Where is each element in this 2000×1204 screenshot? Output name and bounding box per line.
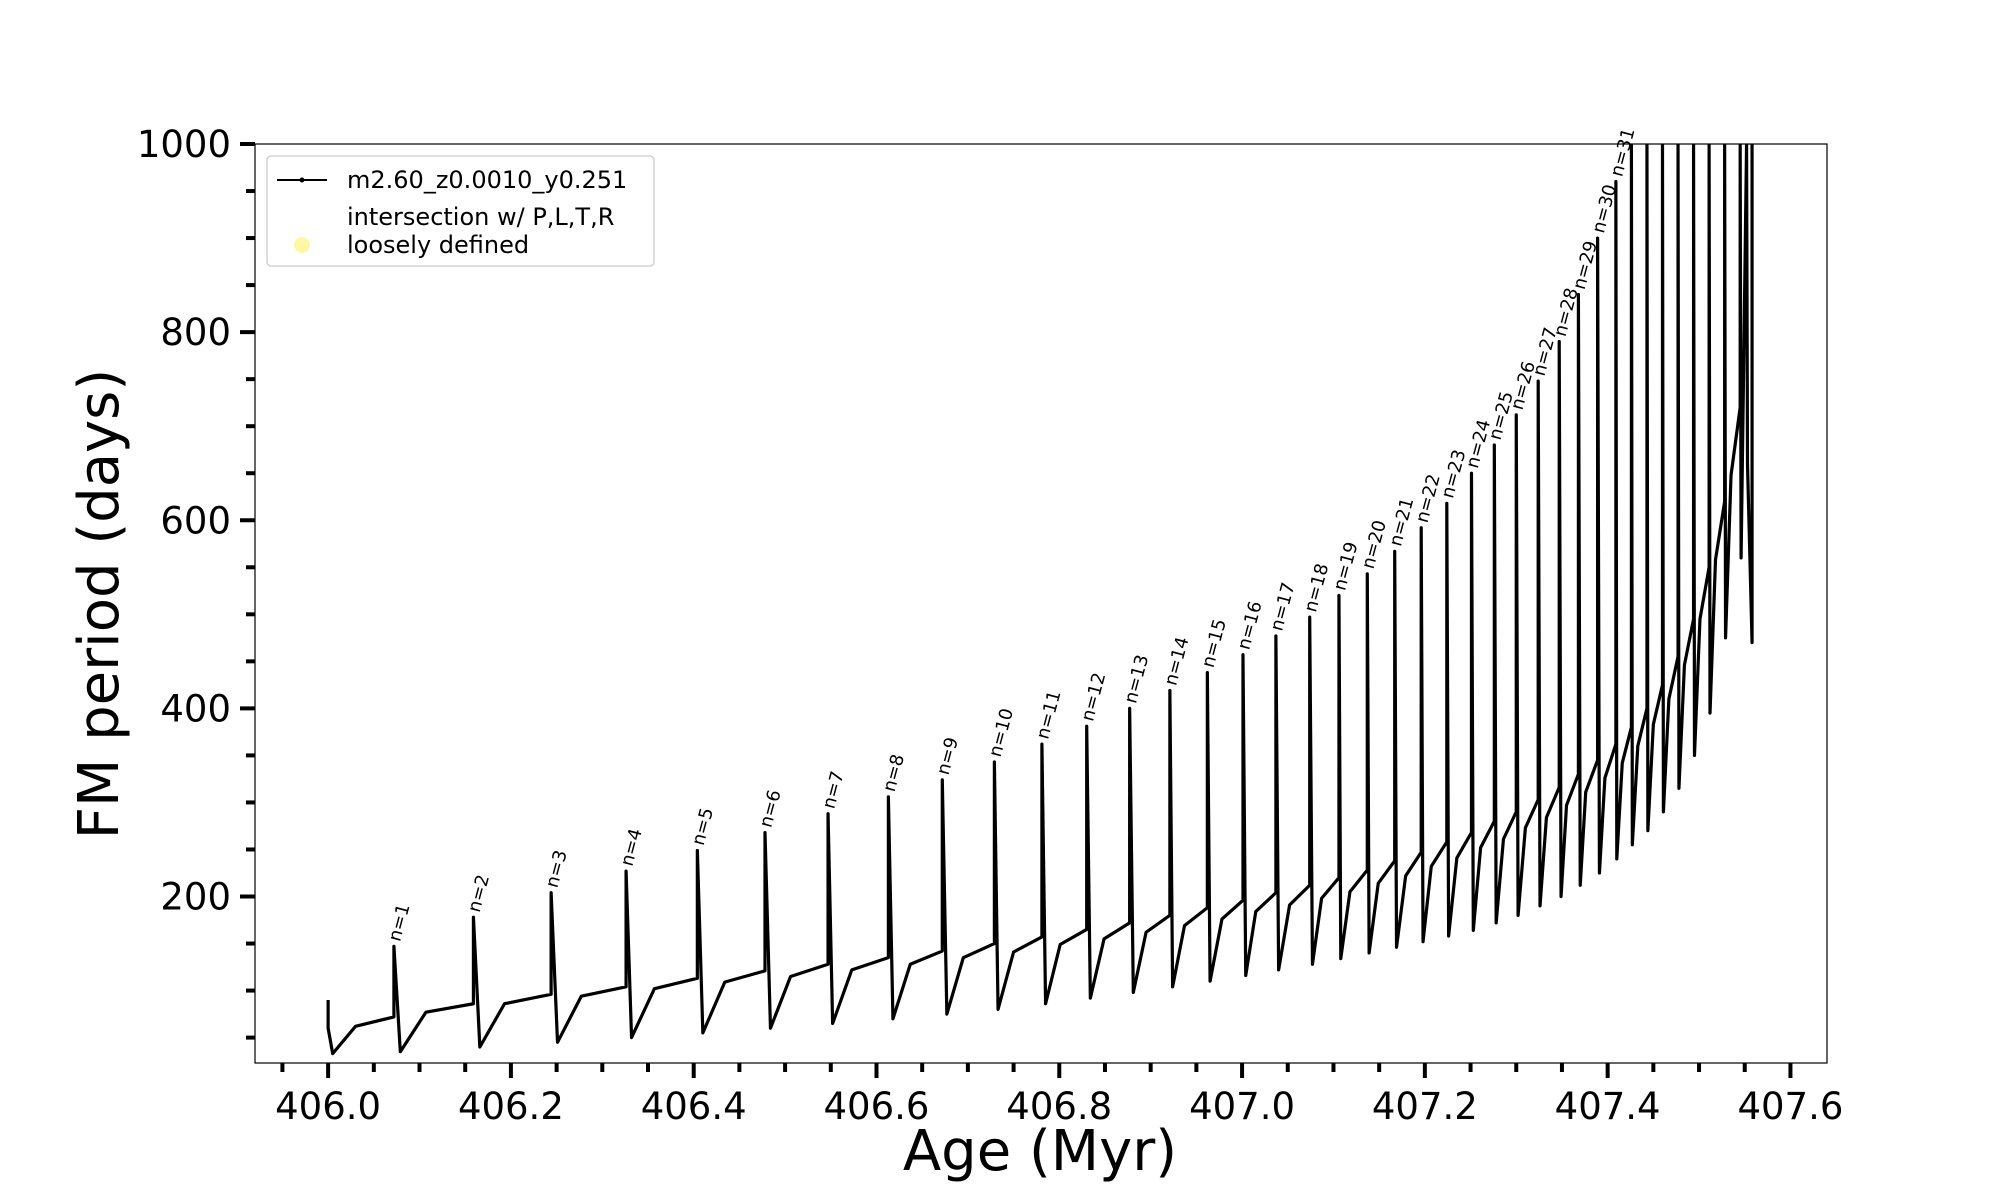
- annotation: n=4: [617, 826, 647, 868]
- annotation: n=12: [1077, 670, 1110, 723]
- data-line: [326, 144, 1754, 1056]
- annotation: n=20: [1358, 518, 1391, 571]
- plot-area: [326, 144, 1754, 1056]
- x-tick-label: 406.2: [458, 1085, 564, 1128]
- x-tick-label: 407.2: [1372, 1085, 1478, 1128]
- annotation: n=14: [1160, 635, 1193, 688]
- y-axis-label: FM period (days): [67, 369, 132, 839]
- y-tick-label: 1000: [137, 123, 231, 166]
- x-axis-label: Age (Myr): [903, 1119, 1177, 1184]
- annotation: n=17: [1266, 580, 1299, 633]
- annotation: n=31: [1606, 126, 1639, 179]
- annotation: n=9: [933, 735, 963, 777]
- y-tick-label: 400: [160, 687, 231, 730]
- x-tick-label: 406.8: [1006, 1085, 1112, 1128]
- legend-label: m2.60_z0.0010_y0.251: [347, 166, 627, 194]
- x-tick-label: 406.6: [824, 1085, 930, 1128]
- legend-marker: [299, 177, 305, 183]
- x-tick-label: 407.0: [1189, 1085, 1295, 1128]
- annotation: n=5: [688, 806, 718, 848]
- annotation: n=11: [1032, 688, 1065, 741]
- y-tick-label: 800: [160, 311, 231, 354]
- annotation: n=8: [879, 752, 909, 794]
- x-tick-label: 407.6: [1737, 1085, 1843, 1128]
- annotation: n=6: [756, 788, 786, 830]
- annotation: n=21: [1385, 495, 1418, 548]
- legend-label-line: intersection w/ P,L,T,R: [347, 203, 614, 231]
- legend-label: intersection w/ P,L,T,R loosely defined: [347, 203, 614, 259]
- annotation: n=1: [384, 902, 414, 944]
- y-tick-label: 200: [160, 876, 231, 919]
- legend-label-line: loosely defined: [347, 231, 529, 259]
- annotation: n=13: [1120, 653, 1153, 706]
- x-tick-label: 406.0: [275, 1085, 381, 1128]
- annotation: n=7: [819, 769, 849, 811]
- annotation: n=15: [1198, 617, 1231, 670]
- legend-marker: [294, 237, 310, 253]
- annotation: n=16: [1234, 599, 1267, 652]
- annotation: n=10: [985, 706, 1018, 759]
- plot-frame: [254, 143, 1828, 1064]
- legend-box: [266, 155, 655, 267]
- x-tick-label: 406.4: [641, 1085, 747, 1128]
- x-tick-label: 407.4: [1555, 1085, 1661, 1128]
- annotation: n=3: [542, 848, 572, 890]
- y-tick-label: 600: [160, 499, 231, 542]
- annotation: n=22: [1412, 472, 1445, 525]
- annotation: n=2: [464, 872, 494, 914]
